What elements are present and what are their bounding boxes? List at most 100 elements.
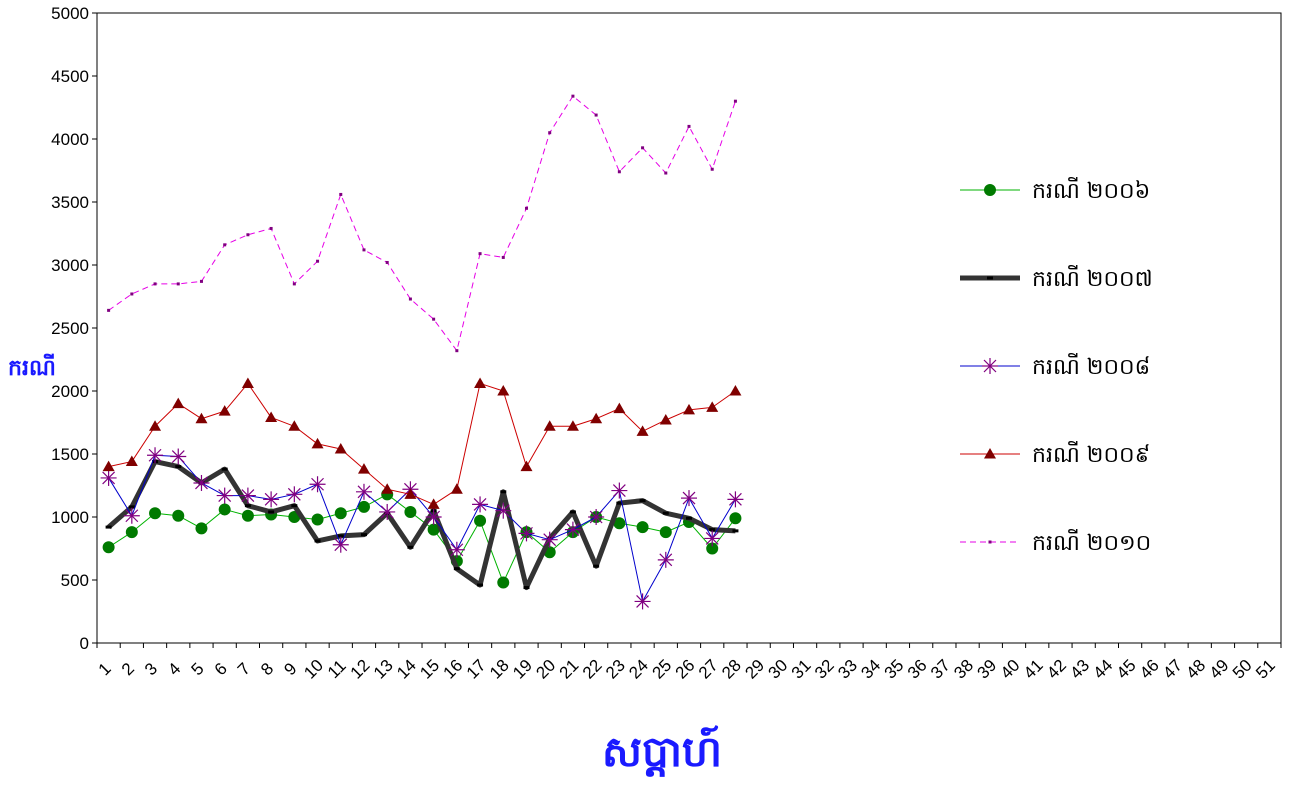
data-point [518, 525, 535, 542]
data-point [566, 420, 579, 431]
data-point [662, 511, 669, 515]
series-line [106, 459, 736, 591]
data-point [339, 192, 343, 196]
y-tick-label: 1500 [51, 445, 89, 464]
data-point [641, 146, 645, 150]
data-point [379, 503, 396, 520]
data-point [362, 248, 366, 252]
data-point [984, 184, 996, 196]
data-point [332, 536, 349, 553]
data-point [269, 226, 273, 230]
data-point [147, 447, 164, 464]
data-point [564, 521, 581, 538]
legend-item: ករណី ២០១០ [960, 529, 1151, 556]
data-point [478, 252, 482, 256]
data-point [686, 516, 692, 520]
y-tick-label: 1000 [51, 508, 89, 527]
data-point [432, 317, 436, 321]
data-point [385, 260, 389, 264]
data-point [588, 509, 605, 525]
data-point [125, 526, 138, 539]
y-axis-title: ករណី [8, 353, 56, 381]
data-point [125, 455, 138, 467]
data-point [982, 358, 998, 374]
data-point [130, 292, 134, 296]
data-point [239, 487, 256, 504]
y-tick-label: 3000 [51, 256, 89, 275]
y-axis: 0 500 1000 1500 2000 2500 3000 3500 4000 4500 5000 [51, 4, 97, 653]
data-point [520, 460, 533, 472]
data-point [381, 483, 394, 494]
data-point [732, 529, 739, 533]
data-point [128, 505, 135, 509]
x-tick-label: 5 [188, 659, 208, 679]
data-point [404, 505, 417, 518]
data-point [334, 507, 347, 520]
data-point [613, 402, 626, 414]
x-tick-label: 51 [1252, 656, 1279, 683]
data-point [314, 539, 321, 543]
data-point [709, 528, 716, 532]
data-point [404, 488, 417, 499]
data-point [590, 412, 603, 424]
plot-border [96, 12, 1282, 644]
data-point [268, 510, 275, 514]
data-point [634, 593, 651, 610]
data-point [548, 131, 552, 135]
data-point [316, 259, 320, 263]
data-point [664, 171, 668, 175]
data-point [497, 385, 510, 396]
data-point [218, 503, 231, 516]
x-axis: 1 2 3 4 5 6 7 8 9 1011121314151617181920212223242… [95, 643, 1282, 683]
data-point [541, 531, 558, 548]
data-point [123, 507, 140, 524]
series-line [108, 382, 736, 505]
data-point [474, 377, 487, 388]
data-point [172, 509, 185, 522]
data-point [244, 504, 251, 508]
data-point [292, 282, 296, 286]
data-point [733, 99, 737, 103]
data-point [501, 255, 505, 259]
data-point [988, 540, 992, 544]
series-line [108, 95, 736, 352]
y-tick-label: 2000 [51, 382, 89, 401]
data-point [495, 502, 512, 519]
data-point [455, 349, 459, 353]
data-point [153, 282, 157, 286]
legend-item: ករណី ២០០៩ [960, 441, 1150, 468]
legend-label: ករណី ២០០៦ [1032, 177, 1150, 204]
data-point [987, 276, 993, 280]
y-tick-label: 2500 [51, 319, 89, 338]
data-point [984, 448, 996, 459]
series-line [108, 454, 736, 602]
legend-label: ករណី ២០០៨ [1032, 353, 1150, 380]
data-point [524, 206, 528, 210]
series-5 [107, 94, 737, 353]
x-tick-label: 1 [95, 659, 115, 679]
data-point [195, 412, 208, 424]
y-tick-label: 4500 [51, 67, 89, 86]
data-point [727, 491, 744, 508]
data-point [334, 442, 347, 454]
data-point [195, 522, 208, 535]
data-point [199, 279, 203, 283]
data-point [337, 534, 344, 538]
data-point [681, 490, 697, 507]
data-point [659, 526, 672, 539]
data-point [729, 512, 742, 525]
data-point [569, 510, 576, 514]
data-point [360, 533, 367, 537]
x-axis-title: សប្តាហ៍ [602, 725, 722, 777]
legend-label: ករណី ២០១០ [1032, 529, 1151, 556]
data-point [357, 500, 370, 513]
series-layer [100, 94, 744, 610]
plot-area [96, 12, 1282, 644]
data-point [221, 467, 228, 471]
data-point [102, 460, 115, 472]
legend-item: ករណី ២០០៦ [960, 177, 1150, 204]
series-3 [100, 447, 744, 610]
data-point [477, 583, 484, 587]
data-point [149, 507, 162, 520]
